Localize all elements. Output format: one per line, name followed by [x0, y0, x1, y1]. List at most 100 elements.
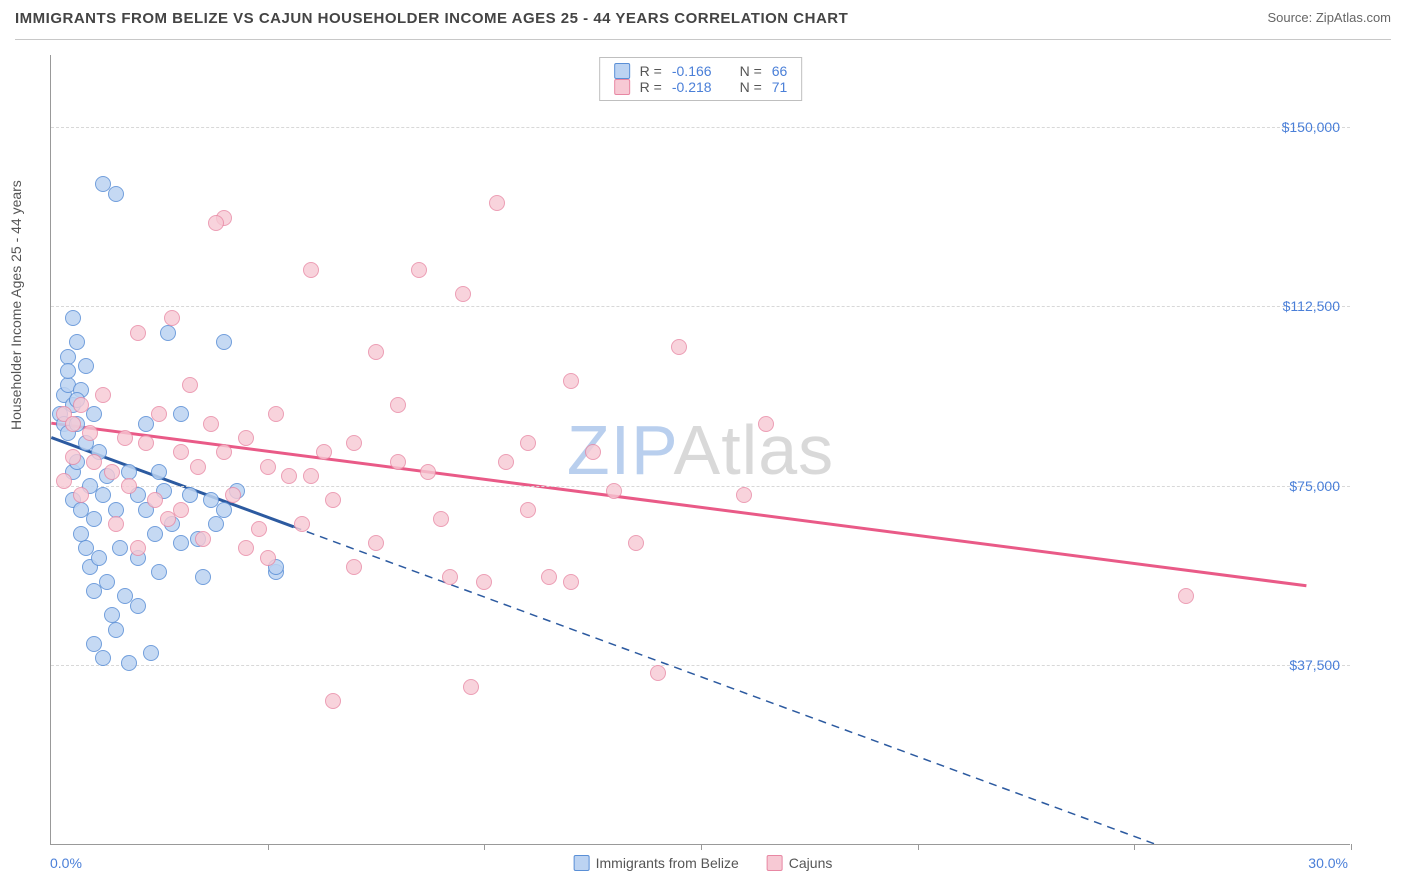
watermark: ZIPAtlas	[567, 410, 834, 490]
scatter-point-cajuns	[628, 535, 644, 551]
scatter-point-cajuns	[671, 339, 687, 355]
scatter-point-cajuns	[346, 559, 362, 575]
scatter-point-cajuns	[190, 459, 206, 475]
scatter-point-belize	[216, 334, 232, 350]
scatter-point-cajuns	[316, 444, 332, 460]
scatter-point-cajuns	[104, 464, 120, 480]
scatter-point-cajuns	[455, 286, 471, 302]
scatter-point-cajuns	[164, 310, 180, 326]
scatter-point-cajuns	[173, 502, 189, 518]
legend-swatch-icon	[767, 855, 783, 871]
scatter-point-cajuns	[498, 454, 514, 470]
scatter-point-cajuns	[758, 416, 774, 432]
scatter-point-belize	[208, 516, 224, 532]
scatter-point-belize	[91, 550, 107, 566]
scatter-point-belize	[95, 487, 111, 503]
scatter-point-cajuns	[117, 430, 133, 446]
scatter-point-cajuns	[563, 373, 579, 389]
scatter-point-cajuns	[173, 444, 189, 460]
x-tick	[1351, 844, 1352, 850]
scatter-point-belize	[121, 655, 137, 671]
trendline-cajuns	[51, 423, 1306, 586]
scatter-point-belize	[160, 325, 176, 341]
scatter-point-cajuns	[390, 397, 406, 413]
r-label: R =	[640, 63, 662, 79]
scatter-point-cajuns	[736, 487, 752, 503]
scatter-point-cajuns	[216, 444, 232, 460]
scatter-point-cajuns	[138, 435, 154, 451]
legend-row-cajuns: R =-0.218N =71	[614, 79, 788, 95]
x-tick	[1134, 844, 1135, 850]
scatter-point-cajuns	[130, 325, 146, 341]
x-axis-max-label: 30.0%	[1308, 855, 1348, 871]
scatter-point-belize	[173, 535, 189, 551]
scatter-point-cajuns	[420, 464, 436, 480]
legend-swatch-icon	[614, 79, 630, 95]
legend-swatch-icon	[614, 63, 630, 79]
scatter-point-cajuns	[433, 511, 449, 527]
scatter-point-cajuns	[411, 262, 427, 278]
watermark-part-a: ZIP	[567, 411, 674, 489]
y-tick-label: $37,500	[1289, 657, 1340, 673]
correlation-legend: R =-0.166N =66R =-0.218N =71	[599, 57, 803, 101]
scatter-point-cajuns	[260, 459, 276, 475]
x-axis-min-label: 0.0%	[50, 855, 82, 871]
scatter-point-cajuns	[238, 430, 254, 446]
legend-label: Immigrants from Belize	[596, 855, 739, 871]
scatter-point-cajuns	[368, 344, 384, 360]
scatter-point-belize	[99, 574, 115, 590]
watermark-part-b: Atlas	[674, 411, 835, 489]
chart-source: Source: ZipAtlas.com	[1267, 10, 1391, 25]
scatter-point-cajuns	[208, 215, 224, 231]
scatter-point-cajuns	[86, 454, 102, 470]
scatter-point-belize	[182, 487, 198, 503]
scatter-point-belize	[86, 636, 102, 652]
scatter-point-belize	[60, 363, 76, 379]
scatter-point-cajuns	[65, 416, 81, 432]
scatter-point-cajuns	[73, 397, 89, 413]
scatter-point-cajuns	[520, 435, 536, 451]
n-value: 66	[772, 63, 788, 79]
scatter-point-cajuns	[260, 550, 276, 566]
scatter-point-cajuns	[563, 574, 579, 590]
y-tick-label: $75,000	[1289, 478, 1340, 494]
scatter-point-belize	[143, 645, 159, 661]
r-value: -0.218	[672, 79, 712, 95]
scatter-point-belize	[86, 511, 102, 527]
scatter-point-cajuns	[489, 195, 505, 211]
gridline	[51, 665, 1350, 666]
scatter-point-cajuns	[56, 473, 72, 489]
chart-title: IMMIGRANTS FROM BELIZE VS CAJUN HOUSEHOL…	[15, 10, 848, 27]
scatter-point-belize	[65, 310, 81, 326]
scatter-point-cajuns	[325, 492, 341, 508]
trend-lines-svg	[51, 55, 1350, 844]
scatter-point-cajuns	[390, 454, 406, 470]
legend-row-belize: R =-0.166N =66	[614, 63, 788, 79]
scatter-point-belize	[216, 502, 232, 518]
scatter-point-cajuns	[130, 540, 146, 556]
scatter-point-cajuns	[303, 468, 319, 484]
series-legend: Immigrants from Belize Cajuns	[574, 855, 833, 871]
scatter-point-cajuns	[151, 406, 167, 422]
scatter-point-cajuns	[268, 406, 284, 422]
legend-item-cajuns: Cajuns	[767, 855, 833, 871]
scatter-point-cajuns	[294, 516, 310, 532]
legend-item-belize: Immigrants from Belize	[574, 855, 739, 871]
legend-swatch-icon	[574, 855, 590, 871]
scatter-point-cajuns	[82, 425, 98, 441]
scatter-point-belize	[95, 650, 111, 666]
n-label: N =	[740, 79, 762, 95]
scatter-point-cajuns	[95, 387, 111, 403]
scatter-point-cajuns	[225, 487, 241, 503]
r-label: R =	[640, 79, 662, 95]
legend-label: Cajuns	[789, 855, 833, 871]
scatter-point-cajuns	[650, 665, 666, 681]
scatter-point-cajuns	[442, 569, 458, 585]
scatter-point-cajuns	[251, 521, 267, 537]
scatter-point-cajuns	[238, 540, 254, 556]
x-tick	[701, 844, 702, 850]
x-tick	[918, 844, 919, 850]
scatter-point-cajuns	[585, 444, 601, 460]
scatter-point-cajuns	[108, 516, 124, 532]
scatter-point-cajuns	[346, 435, 362, 451]
